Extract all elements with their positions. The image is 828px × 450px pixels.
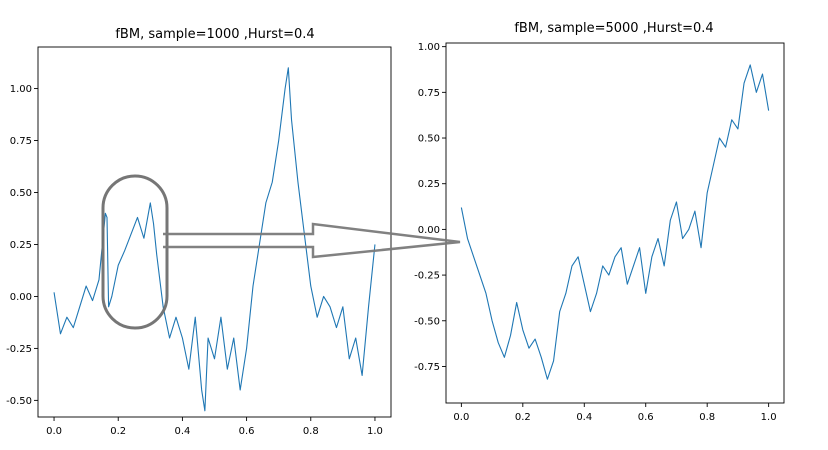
chart-left-y-ticks: -0.50 -0.25 0.00 0.25 0.50 0.75 1.00 xyxy=(6,84,38,407)
highlight-ellipse xyxy=(101,174,169,330)
chart-left: fBM, sample=1000 ,Hurst=0.4 0.0 0.2 0.4 0.6… xyxy=(6,27,392,437)
chart-right-series-line xyxy=(460,64,770,380)
chart-right-y-tick-label: -0.75 xyxy=(414,362,440,373)
chart-left-series-line xyxy=(53,67,376,412)
chart-right-axes-frame xyxy=(445,42,785,404)
chart-right: fBM, sample=5000 ,Hurst=0.4 0.0 0.2 0.4 0.6… xyxy=(414,21,785,423)
chart-right-title: fBM, sample=5000 ,Hurst=0.4 xyxy=(514,21,713,36)
chart-right-y-tick-label: -0.50 xyxy=(414,316,440,327)
chart-right-y-tick-label: 0.75 xyxy=(418,88,440,99)
chart-right-x-tick-label: 1.0 xyxy=(761,412,777,423)
chart-left-x-ticks: 0.0 0.2 0.4 0.6 0.8 1.0 xyxy=(46,417,383,437)
chart-left-x-tick-label: 1.0 xyxy=(367,426,383,437)
chart-left-title: fBM, sample=1000 ,Hurst=0.4 xyxy=(115,27,314,42)
chart-left-y-tick-label: 0.25 xyxy=(10,240,32,251)
chart-left-series xyxy=(53,67,376,412)
chart-left-y-tick-label: 0.50 xyxy=(10,188,32,199)
chart-right-y-ticks: -0.75 -0.50 -0.25 0.00 0.25 0.50 0.75 1.00 xyxy=(414,42,446,373)
chart-left-x-tick-label: 0.6 xyxy=(239,426,255,437)
chart-left-x-tick-label: 0.4 xyxy=(174,426,190,437)
chart-left-axes-frame xyxy=(37,46,392,418)
chart-left-y-tick-label: -0.50 xyxy=(6,396,32,407)
chart-right-x-tick-label: 0.8 xyxy=(699,412,715,423)
chart-right-x-tick-label: 0.4 xyxy=(576,412,592,423)
chart-left-y-tick-label: 1.00 xyxy=(10,84,32,95)
chart-right-x-tick-label: 0.2 xyxy=(515,412,531,423)
chart-right-x-tick-label: 0.6 xyxy=(638,412,654,423)
chart-left-x-tick-label: 0.2 xyxy=(110,426,126,437)
chart-left-y-tick-label: 0.00 xyxy=(10,292,32,303)
chart-right-x-tick-label: 0.0 xyxy=(453,412,469,423)
chart-left-y-tick-label: 0.75 xyxy=(10,136,32,147)
chart-right-x-ticks: 0.0 0.2 0.4 0.6 0.8 1.0 xyxy=(453,403,777,423)
chart-right-series xyxy=(460,64,770,380)
chart-left-x-tick-label: 0.8 xyxy=(303,426,319,437)
chart-right-y-tick-label: 0.00 xyxy=(418,225,440,236)
chart-left-y-tick-label: -0.25 xyxy=(6,344,32,355)
chart-right-y-tick-label: 1.00 xyxy=(418,42,440,53)
zoom-arrow xyxy=(163,222,461,259)
chart-right-y-tick-label: 0.25 xyxy=(418,179,440,190)
chart-right-y-tick-label: -0.25 xyxy=(414,271,440,282)
chart-right-y-tick-label: 0.50 xyxy=(418,134,440,145)
chart-left-x-tick-label: 0.0 xyxy=(46,426,62,437)
